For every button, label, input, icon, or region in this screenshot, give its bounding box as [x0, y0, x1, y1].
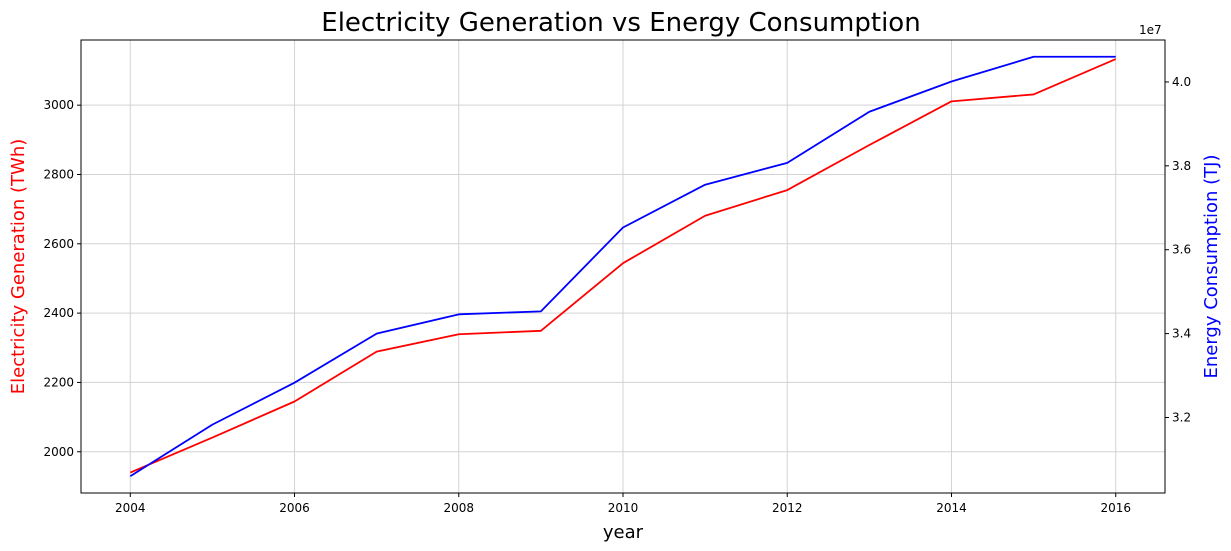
series-group [129, 55, 1117, 477]
left-tick-label: 3000 [43, 98, 74, 112]
x-tick-label: 2006 [279, 501, 310, 515]
chart-title: Electricity Generation vs Energy Consump… [321, 8, 920, 38]
x-tick-label: 2008 [443, 501, 474, 515]
electricity-generation-line [129, 58, 1117, 474]
x-tick-label: 2010 [608, 501, 639, 515]
left-tick-label: 2400 [43, 306, 74, 320]
right-y-axis: 3.2 3.4 3.6 3.8 4.0 [1165, 75, 1191, 425]
left-y-axis: 2000 2200 2400 2600 2800 3000 [43, 98, 81, 459]
x-tick-label: 2004 [115, 501, 146, 515]
right-tick-label: 3.8 [1172, 159, 1191, 173]
right-tick-label: 4.0 [1172, 75, 1191, 89]
energy-consumption-line [129, 55, 1116, 477]
right-tick-label: 3.6 [1172, 243, 1191, 257]
x-tick-label: 2014 [936, 501, 967, 515]
right-tick-label: 3.4 [1172, 327, 1191, 341]
x-tick-label: 2016 [1100, 501, 1131, 515]
right-tick-label: 3.2 [1172, 411, 1191, 425]
x-axis-title: year [603, 522, 644, 543]
right-y-axis-title: Energy Consumption (TJ) [1201, 154, 1222, 378]
left-y-axis-title: Electricity Generation (TWh) [8, 139, 29, 395]
grid [81, 40, 1165, 493]
left-tick-label: 2800 [43, 167, 74, 181]
right-axis-offset-label: 1e7 [1139, 23, 1162, 37]
x-tick-label: 2012 [772, 501, 803, 515]
x-axis: 2004 2006 2008 2010 2012 2014 2016 [115, 493, 1131, 515]
left-tick-label: 2600 [43, 237, 74, 251]
left-tick-label: 2200 [43, 375, 74, 389]
left-tick-label: 2000 [43, 445, 74, 459]
